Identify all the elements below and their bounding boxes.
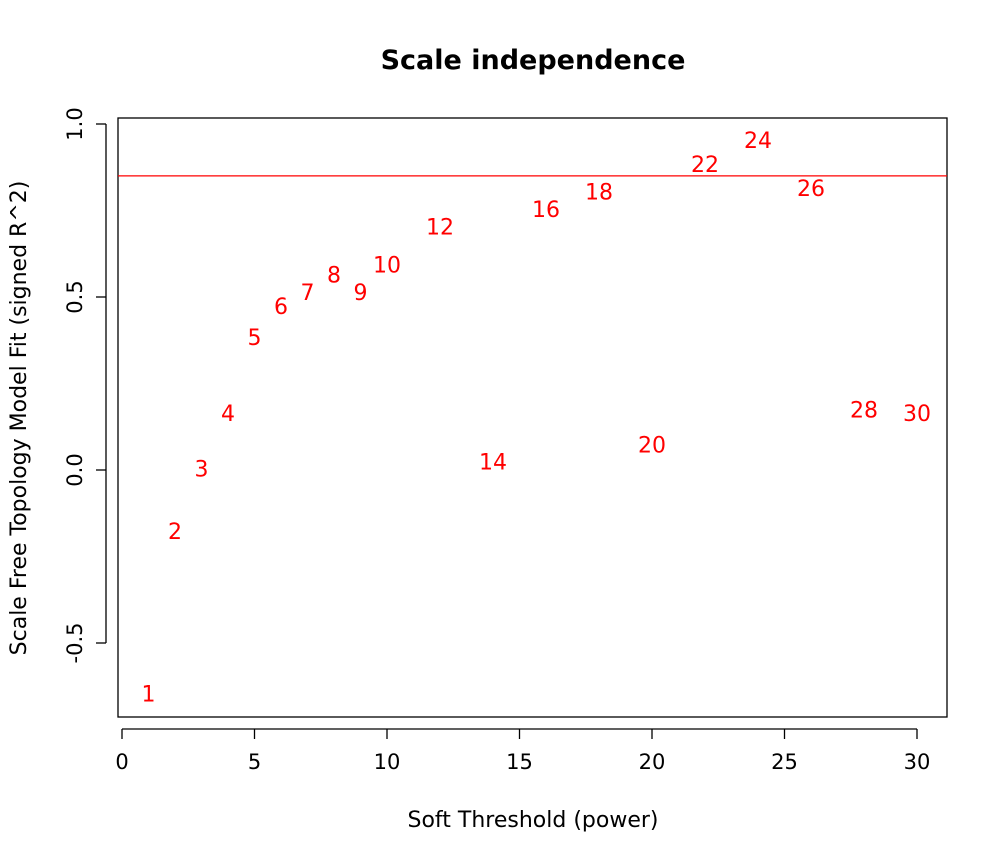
y-tick-label: 1.0 bbox=[63, 107, 87, 140]
data-point-label: 14 bbox=[479, 451, 507, 476]
data-point-label: 10 bbox=[373, 253, 401, 278]
x-tick-label: 0 bbox=[115, 750, 128, 774]
data-point-label: 26 bbox=[797, 177, 825, 202]
chart-title: Scale independence bbox=[381, 45, 686, 76]
data-point-label: 22 bbox=[691, 153, 719, 178]
data-point-label: 18 bbox=[585, 181, 613, 206]
x-tick-label: 15 bbox=[506, 750, 533, 774]
x-tick-label: 10 bbox=[374, 750, 401, 774]
data-point-label: 28 bbox=[850, 399, 878, 424]
data-point-label: 7 bbox=[301, 281, 315, 306]
data-point-label: 16 bbox=[532, 198, 560, 223]
x-tick-label: 25 bbox=[771, 750, 798, 774]
y-axis-label: Scale Free Topology Model Fit (signed R^… bbox=[7, 181, 32, 656]
x-tick-label: 30 bbox=[904, 750, 931, 774]
y-tick-label: 0.5 bbox=[63, 280, 87, 313]
data-point-label: 20 bbox=[638, 433, 666, 458]
data-point-label: 24 bbox=[744, 129, 772, 154]
data-point-label: 30 bbox=[903, 402, 931, 427]
y-tick-label: -0.5 bbox=[63, 623, 87, 664]
x-tick-label: 5 bbox=[248, 750, 261, 774]
data-point-label: 1 bbox=[142, 682, 156, 707]
data-point-label: 4 bbox=[221, 402, 235, 427]
data-point-label: 5 bbox=[248, 326, 262, 351]
data-point-label: 9 bbox=[354, 281, 368, 306]
x-tick-label: 20 bbox=[639, 750, 666, 774]
plot-frame bbox=[117, 117, 948, 718]
data-point-label: 8 bbox=[327, 264, 341, 289]
data-point-label: 12 bbox=[426, 215, 454, 240]
data-point-label: 6 bbox=[274, 295, 288, 320]
y-tick-label: 0.0 bbox=[63, 453, 87, 486]
data-point-label: 2 bbox=[168, 520, 182, 545]
x-axis-label: Soft Threshold (power) bbox=[408, 808, 659, 833]
data-point-label: 3 bbox=[195, 458, 209, 483]
axes: 0 5 10 15 20 25 30-0.50.00.51.0 bbox=[63, 107, 948, 774]
